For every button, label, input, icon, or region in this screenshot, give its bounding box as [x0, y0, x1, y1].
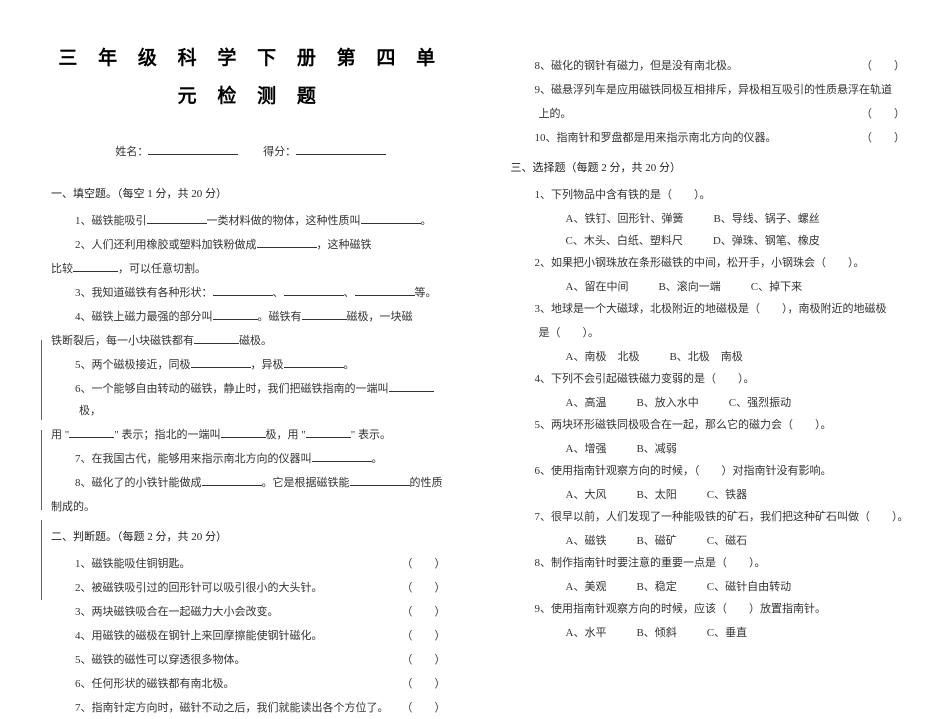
s3-q5: 5、两块环形磁铁同极吸合在一起，那么它的磁力会（ ）。: [511, 414, 911, 436]
s2-q10: 10、指南针和罗盘都是用来指示南北方向的仪器。（ ）: [511, 127, 911, 149]
s3-q9: 9、使用指南针观察方向的时候，应该（ ）放置指南针。: [511, 598, 911, 620]
s2-q5: 5、磁铁的磁性可以穿透很多物体。（ ）: [51, 649, 451, 671]
s1-q5: 5、两个磁极接近，同极，异极。: [51, 354, 451, 376]
s3-q1: 1、下列物品中含有铁的是（ ）。: [511, 184, 911, 206]
s3-q3: 3、地球是一个大磁球，北极附近的地磁极是（ ），南极附近的地磁极: [511, 298, 911, 320]
s3-q4-opts: A、高温B、放入水中C、强烈振动: [511, 392, 911, 414]
section2-header: 二、判断题。（每题 2 分，共 20 分）: [51, 526, 451, 548]
s3-q8: 8、制作指南针时要注意的重要一点是（ ）。: [511, 552, 911, 574]
fold-line: [41, 430, 42, 510]
right-page: 8、磁化的钢针有磁力，但是没有南北极。（ ） 9、磁悬浮列车是应用磁铁同极互相排…: [486, 0, 945, 655]
s2-q9b: 上的。（ ）: [511, 103, 911, 125]
s3-q9-opts: A、水平B、倾斜C、垂直: [511, 622, 911, 644]
name-score-line: 姓名： 得分：: [51, 141, 451, 163]
s2-q3: 3、两块磁铁吸合在一起磁力大小会改变。（ ）: [51, 601, 451, 623]
s1-q1: 1、磁铁能吸引一类材料做的物体，这种性质叫。: [51, 210, 451, 232]
s3-q8-opts: A、美观B、稳定C、磁针自由转动: [511, 576, 911, 598]
s3-q6-opts: A、大风B、太阳C、铁器: [511, 484, 911, 506]
s3-q7-opts: A、磁铁B、磁矿C、磁石: [511, 530, 911, 552]
s3-q3-opts: A、南极 北极B、北极 南极: [511, 346, 911, 368]
s1-q6: 6、一个能够自由转动的磁铁，静止时，我们把磁铁指南的一端叫极，: [51, 378, 451, 422]
s2-q6: 6、任何形状的磁铁都有南北极。（ ）: [51, 673, 451, 695]
s2-q4: 4、用磁铁的磁极在钢针上来回摩擦能使钢针磁化。（ ）: [51, 625, 451, 647]
section3-header: 三、选择题（每题 2 分，共 20 分）: [511, 157, 911, 179]
s1-q8-cont: 制成的。: [51, 496, 451, 518]
fold-line: [41, 340, 42, 420]
s3-q2: 2、如果把小钢珠放在条形磁铁的中间，松开手，小钢珠会（ ）。: [511, 252, 911, 274]
s3-q1-opts2: C、木头、白纸、塑料尺D、弹珠、钢笔、橡皮: [511, 230, 911, 252]
s3-q1-opts: A、铁钉、回形针、弹簧B、导线、锅子、螺丝: [511, 208, 911, 230]
s3-q2-opts: A、留在中间B、滚向一端C、掉下来: [511, 276, 911, 298]
s3-q3b: 是（ ）。: [511, 322, 911, 344]
s3-q6: 6、使用指南针观察方向的时候，（ ）对指南针没有影响。: [511, 460, 911, 482]
fold-line: [41, 520, 42, 600]
s1-q6-cont: 用 "" 表示；指北的一端叫极，用 "" 表示。: [51, 424, 451, 446]
s2-q2: 2、被磁铁吸引过的回形针可以吸引很小的大头针。（ ）: [51, 577, 451, 599]
s3-q5-opts: A、增强B、减弱: [511, 438, 911, 460]
s1-q4: 4、磁铁上磁力最强的部分叫。磁铁有磁极，一块磁: [51, 306, 451, 328]
s3-q4: 4、下列不会引起磁铁磁力变弱的是（ ）。: [511, 368, 911, 390]
s1-q3: 3、我知道磁铁有各种形状：、、等。: [51, 282, 451, 304]
s2-q8: 8、磁化的钢针有磁力，但是没有南北极。（ ）: [511, 55, 911, 77]
s1-q7: 7、在我国古代，能够用来指示南北方向的仪器叫。: [51, 448, 451, 470]
s1-q2-cont: 比较，可以任意切割。: [51, 258, 451, 280]
s2-q1: 1、磁铁能吸住铜钥匙。（ ）: [51, 553, 451, 575]
score-label: 得分：: [263, 146, 296, 158]
section1-header: 一、填空题。（每空 1 分，共 20 分）: [51, 183, 451, 205]
s1-q2: 2、人们还利用橡胶或塑料加铁粉做成，这种磁铁: [51, 234, 451, 256]
s2-q9: 9、磁悬浮列车是应用磁铁同极互相排斥，异极相互吸引的性质悬浮在轨道: [511, 79, 911, 101]
document-title: 三 年 级 科 学 下 册 第 四 单 元 检 测 题: [51, 40, 451, 116]
s2-q7: 7、指南针定方向时，磁针不动之后，我们就能读出各个方位了。（ ）: [51, 697, 451, 719]
s1-q4-cont: 铁断裂后，每一小块磁铁都有磁极。: [51, 330, 451, 352]
left-page: 三 年 级 科 学 下 册 第 四 单 元 检 测 题 姓名： 得分： 一、填空…: [0, 0, 486, 655]
s1-q8: 8、磁化了的小铁针能做成。它是根据磁铁能的性质: [51, 472, 451, 494]
name-label: 姓名：: [115, 146, 148, 158]
s3-q7: 7、很早以前，人们发现了一种能吸铁的矿石，我们把这种矿石叫做（ ）。: [511, 506, 911, 528]
